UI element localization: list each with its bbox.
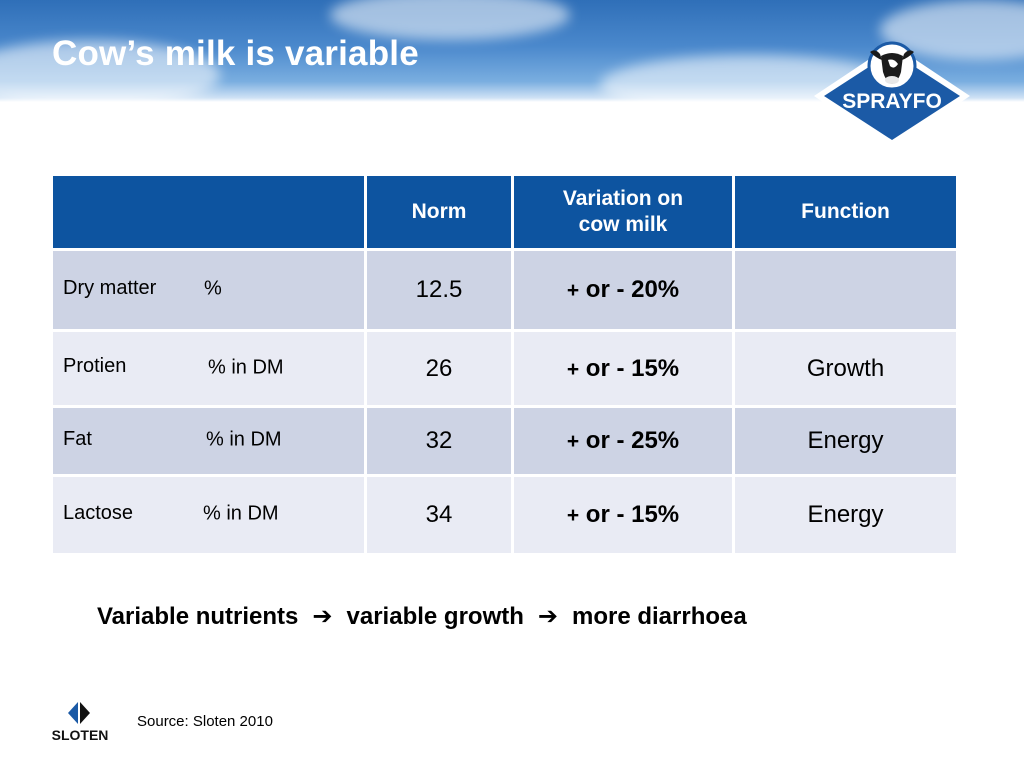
sloten-logo-text: SLOTEN <box>52 727 109 743</box>
nutrient-name: Fat <box>63 427 92 450</box>
nutrient-cell: Lactose % in DM <box>50 474 367 556</box>
norm-cell: 26 <box>364 329 514 408</box>
cloud-decoration <box>0 40 220 102</box>
nutrient-name: Protien <box>63 355 127 378</box>
variation-cell: + or - 25% <box>511 405 735 477</box>
function-cell <box>732 248 959 332</box>
sprayfo-logo-text: SPRAYFO <box>842 90 942 113</box>
nutrient-cell: Dry matter % <box>50 248 367 332</box>
variation-range: or - 15% <box>585 354 680 382</box>
variation-range: or - 20% <box>585 276 680 303</box>
source-citation: Source: Sloten 2010 <box>137 713 273 730</box>
table-row: Protien % in DM 26 + or - 15% Growth <box>50 329 959 408</box>
header-banner: Cow’s milk is variable <box>0 0 1024 102</box>
table-row: Lactose % in DM 34 + or - 15% Energy <box>50 474 959 556</box>
right-arrow-icon: ➔ <box>537 603 558 630</box>
header-empty <box>50 173 367 251</box>
variation-plus: + <box>566 504 580 527</box>
table-row: Dry matter % 12.5 + or - 20% <box>50 248 959 332</box>
nutrient-name: Lactose <box>63 501 134 524</box>
sprayfo-logo: SPRAYFO <box>814 41 970 148</box>
nutrient-cell: Fat % in DM <box>50 405 367 477</box>
nutrient-name: Dry matter <box>63 276 157 299</box>
right-arrow-icon: ➔ <box>312 603 333 630</box>
sloten-logo: SLOTEN <box>52 702 109 743</box>
header-function: Function <box>732 173 959 251</box>
cloud-decoration <box>330 0 570 40</box>
nutrient-cell: Protien % in DM <box>50 329 367 408</box>
norm-cell: 12.5 <box>364 248 514 332</box>
variation-range: or - 25% <box>585 427 680 454</box>
cow-head-icon <box>870 50 914 84</box>
function-cell: Growth <box>732 329 959 408</box>
nutrient-unit: % in DM <box>208 355 284 378</box>
nutrient-unit: % in DM <box>206 428 282 451</box>
header-norm: Norm <box>364 173 514 251</box>
variation-plus: + <box>566 357 580 381</box>
header-variation: Variation on cow milk <box>511 173 735 251</box>
function-cell: Energy <box>732 474 959 556</box>
nutrient-unit: % in DM <box>203 502 279 525</box>
table-row: Fat % in DM 32 + or - 25% Energy <box>50 405 959 477</box>
summary-part-3: more diarrhoea <box>572 603 747 630</box>
table-header-row: Norm Variation on cow milk Function <box>50 173 959 251</box>
variation-cell: + or - 20% <box>511 248 735 332</box>
header-variation-line2: cow milk <box>578 213 668 236</box>
norm-cell: 34 <box>364 474 514 556</box>
variation-cell: + or - 15% <box>511 474 735 556</box>
function-cell: Energy <box>732 405 959 477</box>
norm-cell: 32 <box>364 405 514 477</box>
variation-plus: + <box>566 430 580 453</box>
variation-cell: + or - 15% <box>511 329 735 408</box>
summary-part-1: Variable nutrients <box>97 603 299 630</box>
variation-range: or - 15% <box>585 501 680 528</box>
variation-plus: + <box>566 279 580 302</box>
header-variation-line1: Variation on <box>562 187 684 210</box>
milk-variation-table: Norm Variation on cow milk Function Dry … <box>50 173 959 556</box>
nutrient-unit: % <box>204 277 222 300</box>
summary-part-2: variable growth <box>346 603 524 630</box>
summary-statement: Variable nutrients ➔ variable growth ➔ more … <box>97 602 747 631</box>
slide-title: Cow’s milk is variable <box>52 34 419 73</box>
